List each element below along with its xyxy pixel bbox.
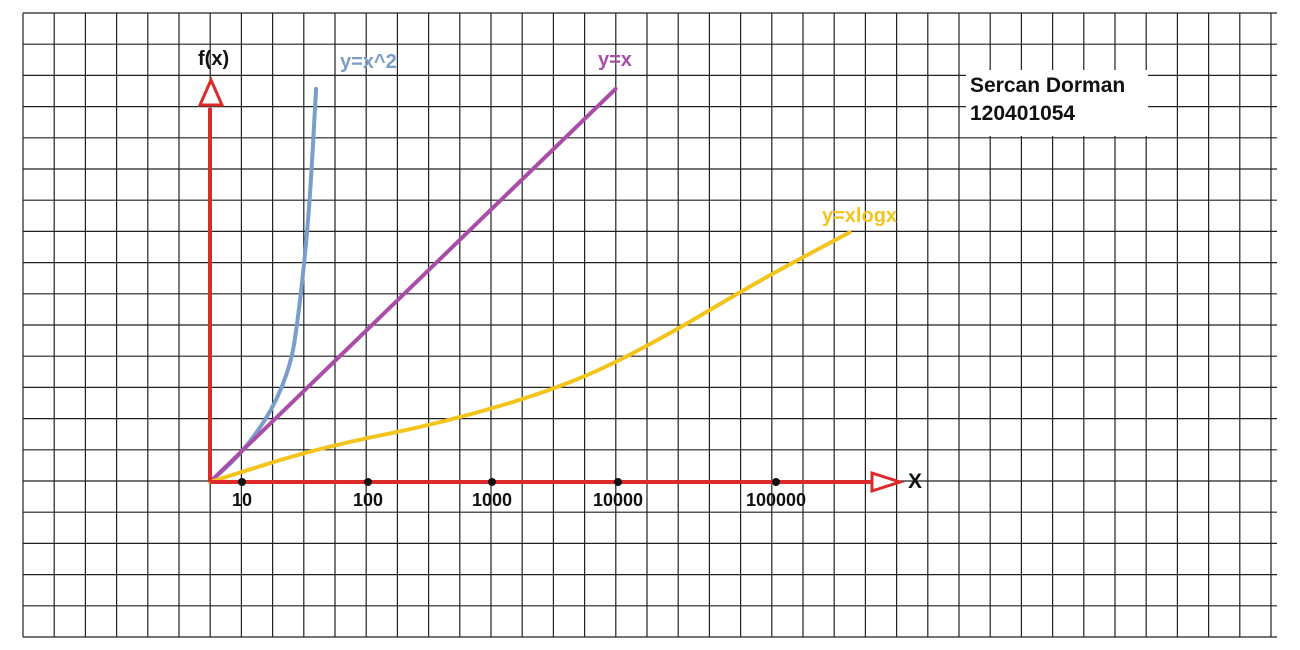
axes (197, 76, 905, 494)
x-tick-label: 10 (232, 490, 252, 510)
x-tick-dot (488, 478, 496, 486)
x-tick-dot (364, 478, 372, 486)
x-tick-label: 100 (353, 490, 383, 510)
series-line-0 (208, 86, 319, 484)
x-tick-dot (238, 478, 246, 486)
grid (22, 12, 1277, 638)
x-axis-arrow (870, 470, 905, 494)
x-tick-label: 10000 (593, 490, 643, 510)
author-name: Sercan Dorman (970, 74, 1126, 97)
x-axis-label: X (908, 470, 922, 493)
series-layer (208, 86, 852, 484)
y-axis-arrow (197, 76, 225, 107)
series-line-1 (208, 86, 618, 484)
author-box: Sercan Dorman 120401054 (966, 70, 1148, 136)
x-ticks: 10 100 1000 10000 100000 (232, 478, 806, 510)
series-label-2: y=xlogx (822, 205, 897, 227)
x-tick-dot (772, 478, 780, 486)
labels: y=x^2 y=x y=xlogx f(x) X (198, 48, 922, 493)
series-line-2 (208, 230, 852, 484)
x-tick-label: 1000 (472, 490, 512, 510)
author-id: 120401054 (970, 102, 1076, 125)
x-tick-dot (614, 478, 622, 486)
x-tick-label: 100000 (746, 490, 806, 510)
series-label-1: y=x (598, 49, 632, 71)
y-axis-label: f(x) (198, 48, 229, 70)
series-label-0: y=x^2 (340, 51, 397, 73)
